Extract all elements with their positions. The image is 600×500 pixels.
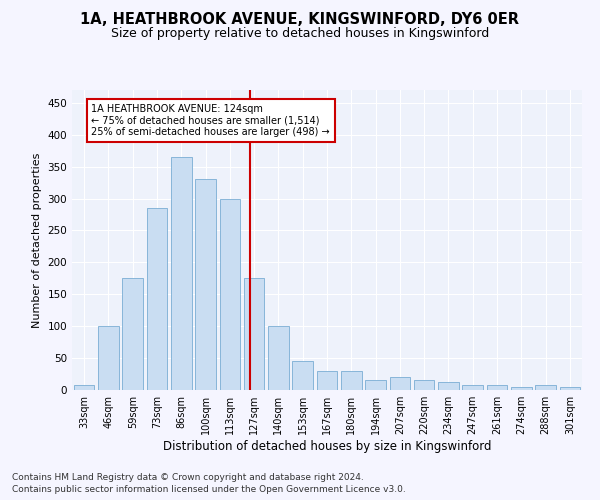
- Bar: [171, 157, 191, 390]
- Bar: [292, 362, 313, 390]
- Text: Size of property relative to detached houses in Kingswinford: Size of property relative to detached ho…: [111, 28, 489, 40]
- Text: Contains HM Land Registry data © Crown copyright and database right 2024.: Contains HM Land Registry data © Crown c…: [12, 474, 364, 482]
- Bar: [244, 278, 265, 390]
- Bar: [74, 385, 94, 390]
- Text: 1A HEATHBROOK AVENUE: 124sqm
← 75% of detached houses are smaller (1,514)
25% of: 1A HEATHBROOK AVENUE: 124sqm ← 75% of de…: [91, 104, 330, 137]
- Bar: [463, 385, 483, 390]
- Bar: [535, 385, 556, 390]
- Bar: [98, 326, 119, 390]
- Bar: [195, 180, 216, 390]
- Bar: [365, 380, 386, 390]
- Bar: [341, 371, 362, 390]
- Bar: [560, 387, 580, 390]
- Text: Contains public sector information licensed under the Open Government Licence v3: Contains public sector information licen…: [12, 485, 406, 494]
- X-axis label: Distribution of detached houses by size in Kingswinford: Distribution of detached houses by size …: [163, 440, 491, 453]
- Y-axis label: Number of detached properties: Number of detached properties: [32, 152, 42, 328]
- Bar: [389, 377, 410, 390]
- Bar: [511, 388, 532, 390]
- Bar: [268, 326, 289, 390]
- Bar: [317, 371, 337, 390]
- Bar: [122, 278, 143, 390]
- Bar: [438, 382, 459, 390]
- Bar: [146, 208, 167, 390]
- Text: 1A, HEATHBROOK AVENUE, KINGSWINFORD, DY6 0ER: 1A, HEATHBROOK AVENUE, KINGSWINFORD, DY6…: [80, 12, 520, 28]
- Bar: [414, 380, 434, 390]
- Bar: [487, 385, 508, 390]
- Bar: [220, 198, 240, 390]
